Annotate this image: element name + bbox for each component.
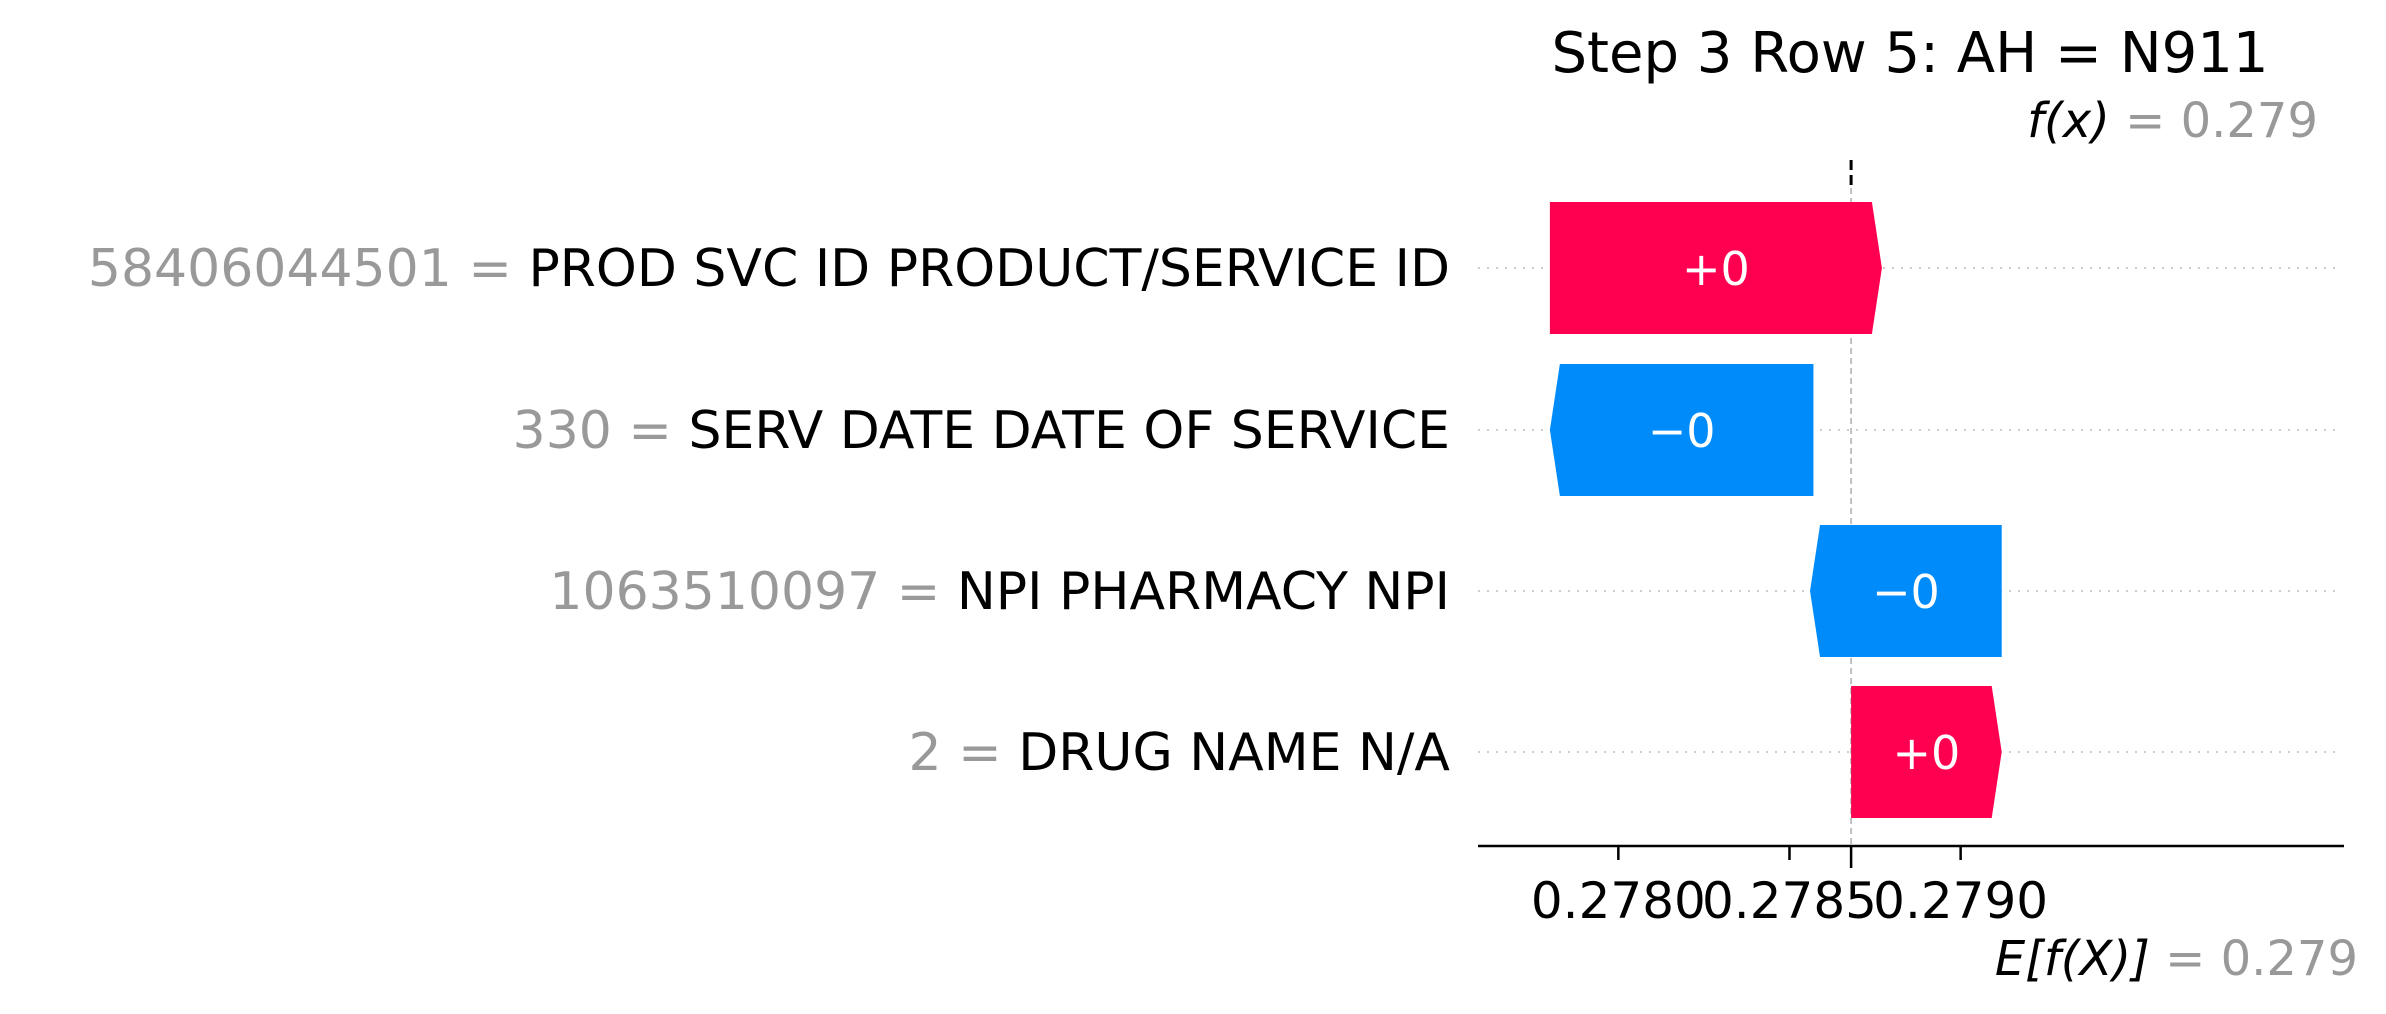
waterfall-bar-1 <box>1549 202 1882 334</box>
feature-label-2: 330 = SERV DATE DATE OF SERVICE <box>513 401 1450 461</box>
x-tick-label-2: 0.2785 <box>1702 872 1877 930</box>
feature-equals: = <box>880 562 957 622</box>
waterfall-bar-2 <box>1549 364 1814 496</box>
waterfall-bar-3 <box>1810 525 2002 657</box>
bar-label-2: −0 <box>1648 404 1716 458</box>
bars-layer: +0 −0 −0 +0 <box>1549 202 2002 818</box>
feature-value: 1063510097 <box>549 562 880 622</box>
feature-value: 2 <box>908 723 941 783</box>
feature-value: 58406044501 <box>88 239 452 299</box>
bar-label-4: +0 <box>1892 726 1960 780</box>
fx-value: 0.279 <box>2181 93 2318 149</box>
fx-label: f(x) <box>2027 93 2110 149</box>
feature-label-1: 58406044501 = PROD SVC ID PRODUCT/SERVIC… <box>88 239 1450 299</box>
chart-title: Step 3 Row 5: AH = N911 <box>1551 21 2268 86</box>
fx-equals: = <box>2110 93 2181 149</box>
feature-label-4: 2 = DRUG NAME N/A <box>908 723 1450 783</box>
feature-equals: = <box>452 239 529 299</box>
feature-name: SERV DATE DATE OF SERVICE <box>689 401 1450 461</box>
feature-equals: = <box>612 401 689 461</box>
efx-value: 0.279 <box>2221 931 2358 987</box>
efx-label: E[f(X)] <box>1995 931 2150 987</box>
fx-annotation: f(x) = 0.279 <box>2027 93 2318 149</box>
bar-label-1: +0 <box>1682 242 1750 296</box>
waterfall-bar-4 <box>1851 686 2002 818</box>
bar-label-3: −0 <box>1872 565 1940 619</box>
feature-value: 330 <box>513 401 612 461</box>
feature-name: NPI PHARMACY NPI <box>957 562 1450 622</box>
feature-label-3: 1063510097 = NPI PHARMACY NPI <box>549 562 1450 622</box>
x-tick-label-3: 0.2790 <box>1873 872 2048 930</box>
feature-name: PROD SVC ID PRODUCT/SERVICE ID <box>528 239 1450 299</box>
grid-layer <box>1478 160 2338 846</box>
efx-annotation: E[f(X)] = 0.279 <box>1995 931 2358 987</box>
efx-equals: = <box>2150 931 2221 987</box>
svg-text:E[f(X)] = 0.279: E[f(X)] = 0.279 <box>1995 931 2358 987</box>
x-tick-label-1: 0.2780 <box>1531 872 1706 930</box>
feature-name: DRUG NAME N/A <box>1018 723 1450 783</box>
svg-text:f(x) = 0.279: f(x) = 0.279 <box>2027 93 2318 149</box>
feature-labels: 58406044501 = PROD SVC ID PRODUCT/SERVIC… <box>88 239 1451 783</box>
feature-equals: = <box>942 723 1019 783</box>
